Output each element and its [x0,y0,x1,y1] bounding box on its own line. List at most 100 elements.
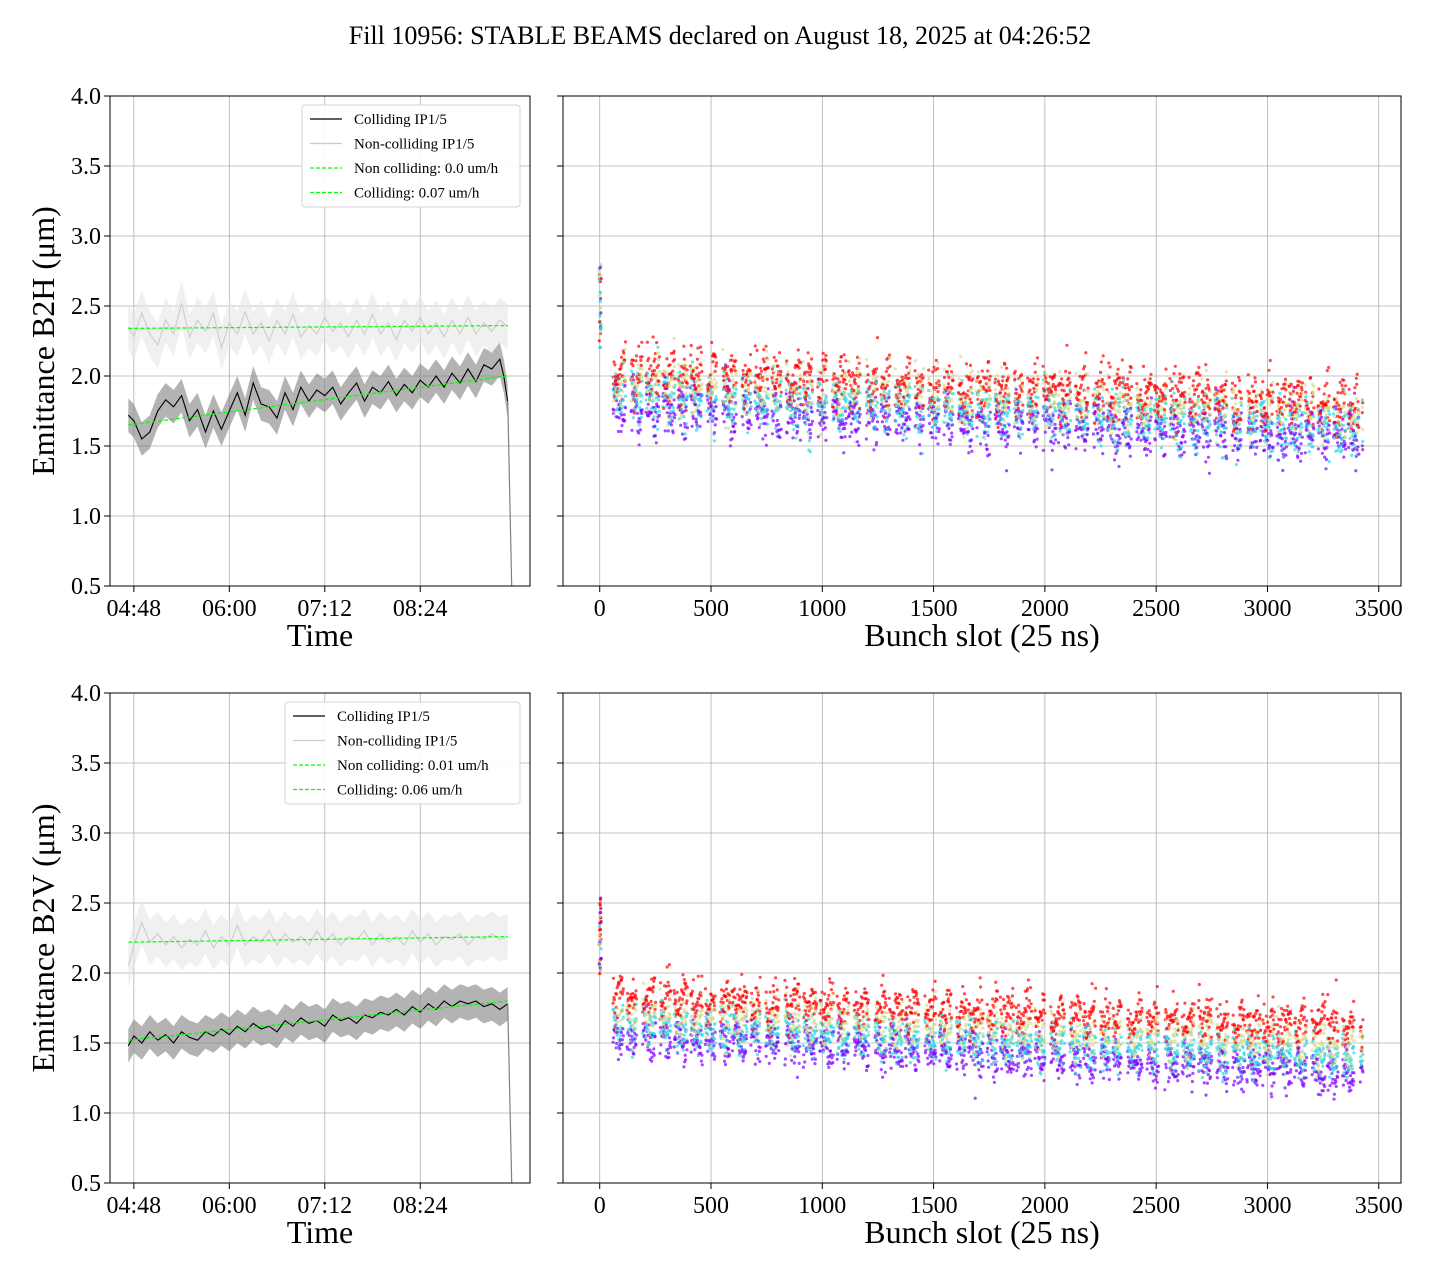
bunch-point [823,367,828,371]
bunch-point [623,358,627,362]
bunch-point [947,426,951,431]
bunch-point [1019,400,1023,404]
bunch-point [1021,403,1025,407]
bunch-point [804,391,808,395]
bunch-point [1129,366,1133,370]
bunch-point [839,355,844,359]
bunch-point [760,396,764,400]
bunch-point [740,415,744,419]
bunch-point [935,420,939,424]
bunch-point [1076,435,1080,439]
bunch-point [1137,435,1141,440]
bunch-point [1016,406,1021,411]
bunch-point [1266,438,1270,442]
bunch-point [1044,376,1048,380]
bunch-point [1130,414,1134,418]
bunch-point [699,387,704,391]
bunch-point [1268,454,1272,458]
bunch-point [776,364,780,368]
bunch-point [1053,373,1057,377]
bunch-point [711,371,715,375]
bunch-point [598,330,603,334]
bunch-point [682,376,686,380]
bunch-point [645,371,650,376]
bunch-point [1254,439,1258,444]
bunch-point [1107,391,1111,395]
bunch-point [1311,392,1315,396]
bunch-point [904,373,908,377]
bunch-point [1232,415,1236,419]
bunch-point [987,378,992,382]
bunch-point [1067,409,1071,413]
bunch-point [1027,428,1031,432]
bunch-point [1173,364,1177,368]
bunch-point [810,379,814,383]
x-tick-label: 08:24 [393,596,448,622]
bunch-point [699,415,703,419]
bunch-point [656,351,660,355]
bunch-point [766,422,770,426]
bunch-point [987,425,991,429]
bunch-point [1147,427,1151,431]
bunch-point [959,354,963,358]
bunch-point [918,443,922,447]
bunch-point [765,377,769,381]
bunch-point [1268,358,1272,363]
bunch-point [773,370,777,374]
bunch-point [699,363,703,367]
bunch-point [887,413,892,417]
bunch-point [1246,373,1250,377]
bunch-point [730,368,734,372]
bunch-point [1251,400,1255,404]
bunch-point [688,364,692,368]
bunch-point [840,435,844,440]
bunch-point [639,372,643,376]
bunch-point [672,358,677,362]
bunch-point [598,314,602,318]
bunch-point [672,365,677,369]
legend-box [301,104,521,208]
bunch-point [613,411,617,415]
bunch-point [1270,396,1274,400]
x-tick-label: 2500 [1132,596,1180,622]
bunch-point [1239,418,1243,422]
bunch-point [1260,390,1264,394]
bunch-point [895,428,899,432]
bunch-point [1058,370,1062,374]
bunch-point [1204,363,1208,367]
bunch-point [652,368,657,373]
bunch-point [864,358,869,362]
bunch-point [763,402,767,406]
bunch-point [1201,425,1205,429]
bunch-point [653,407,658,411]
bunch-point [806,386,810,391]
bunch-point [1216,389,1220,393]
bunch-point [1129,437,1133,441]
bunch-point [756,416,760,420]
bunch-point [1117,464,1121,469]
bunch-point [950,423,955,427]
bunch-point [646,402,650,406]
bunch-point [1202,445,1206,449]
bunch-point [1284,436,1288,441]
bunch-point [1164,434,1168,438]
bunch-point [1298,408,1302,412]
bunch-point [1031,406,1035,410]
bunch-point [1144,409,1148,414]
bunch-point [1033,362,1037,366]
bunch-point [1224,370,1228,374]
bunch-point [723,426,728,430]
bunch-point [617,381,621,385]
bunch-point [770,388,775,392]
bunch-point [727,379,732,383]
bunch-point [1279,443,1284,447]
bunch-point [887,353,892,357]
bunch-point [1247,414,1251,418]
bunch-point [679,383,683,387]
bunch-point [712,377,717,382]
bunch-point [792,428,796,432]
y-tick-label: 1.5 [71,434,101,460]
bunch-point [951,372,955,377]
bunch-point [1007,373,1011,377]
bunch-point [1255,409,1259,413]
